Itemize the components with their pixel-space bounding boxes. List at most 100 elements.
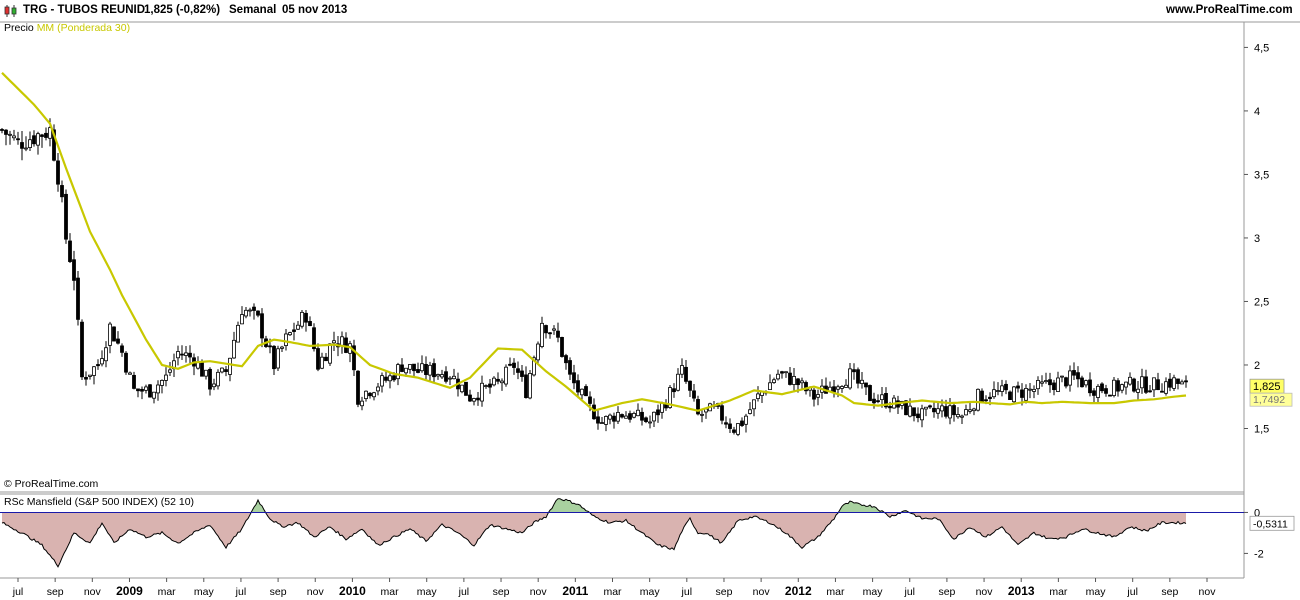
candle-body <box>132 374 136 389</box>
date-label: 05 nov 2013 <box>282 4 348 16</box>
candle-body <box>60 185 64 198</box>
candle-body <box>1072 370 1076 376</box>
x-tick-label: jul <box>903 586 915 598</box>
candle-body <box>340 336 344 346</box>
candle-body <box>612 415 616 422</box>
candle-body <box>432 363 436 378</box>
price-legend: Precio MM (Ponderada 30) <box>4 22 130 34</box>
candle-body <box>996 390 1000 392</box>
candle-body <box>536 343 540 361</box>
candle-body <box>136 388 140 392</box>
candle-body <box>648 421 652 424</box>
candle-body <box>388 375 392 382</box>
candle-body <box>332 340 336 344</box>
candle-body <box>768 382 772 391</box>
candle-body <box>944 406 948 417</box>
candle-body <box>816 394 820 398</box>
candle-body <box>108 323 112 346</box>
candle-body <box>440 374 444 378</box>
candle-body <box>128 372 132 375</box>
candle-body <box>1104 388 1108 394</box>
candle-body <box>380 375 384 387</box>
candle-body <box>1112 379 1116 396</box>
site-link[interactable]: www.ProRealTime.com <box>1166 4 1293 16</box>
candle-body <box>272 345 276 370</box>
candle-body <box>692 390 696 399</box>
candle-body <box>1028 388 1032 391</box>
candle-body <box>928 405 932 408</box>
candle-body <box>288 332 292 336</box>
price-change: 1,825 (-0,82%) <box>144 4 221 16</box>
x-tick-label: mar <box>1049 586 1068 598</box>
x-tick-label: 2011 <box>562 584 588 598</box>
candle-body <box>1108 394 1112 397</box>
y-tick-label: 4,5 <box>1254 42 1269 54</box>
candle-body <box>1032 388 1036 392</box>
candle-body <box>984 399 988 402</box>
rsc-line <box>1 498 1187 568</box>
candle-body <box>732 429 736 433</box>
candle-body <box>904 400 908 416</box>
candle-body <box>508 363 512 366</box>
candle-body <box>284 333 288 346</box>
y-tick-label: 2 <box>1254 360 1260 372</box>
x-tick-label: jul <box>12 586 24 598</box>
candle-body <box>700 413 704 416</box>
candle-body <box>1088 379 1092 394</box>
candle-body <box>880 394 884 401</box>
candle-body <box>104 347 108 362</box>
candle-body <box>4 129 8 135</box>
candle-body <box>32 135 36 145</box>
candle-body <box>1172 377 1176 389</box>
candle-body <box>412 363 416 372</box>
candle-body <box>1092 390 1096 396</box>
candle-body <box>116 338 120 344</box>
x-tick-label: 2009 <box>116 584 143 598</box>
candle-body <box>1064 377 1068 387</box>
candle-body <box>1184 380 1188 383</box>
candle-body <box>96 364 100 367</box>
ma-value-label: 1,7492 <box>1253 394 1285 406</box>
candle-body <box>572 372 576 384</box>
candle-body <box>500 380 504 384</box>
candle-body <box>180 353 184 356</box>
candle-body <box>236 324 240 343</box>
candle-body <box>812 389 816 400</box>
candle-body <box>584 386 588 397</box>
x-tick-label: 2013 <box>1008 584 1035 598</box>
candle-body <box>28 139 32 148</box>
candle-body <box>88 374 92 377</box>
candle-body <box>152 391 156 399</box>
candle-body <box>672 388 676 393</box>
candle-body <box>400 364 404 372</box>
x-tick-label: nov <box>1199 586 1217 598</box>
candle-body <box>552 328 556 331</box>
rsc-negative-area <box>2 512 1186 567</box>
candle-body <box>1164 381 1168 394</box>
candle-body <box>244 309 248 317</box>
candle-body <box>204 369 208 377</box>
candle-body <box>144 386 148 391</box>
candle-body <box>540 322 544 347</box>
x-tick-label: may <box>863 586 884 598</box>
candle-body <box>100 358 104 365</box>
candle-body <box>752 399 756 410</box>
candle-body <box>496 378 500 382</box>
candle-body <box>124 352 128 373</box>
candle-body <box>632 412 636 418</box>
candle-body <box>568 360 572 375</box>
candle-body <box>224 369 228 372</box>
candle-body <box>212 383 216 388</box>
chart-header: TRG - TUBOS REUNID 1,825 (-0,82%) Semana… <box>0 0 1300 22</box>
candle-body <box>840 386 844 389</box>
candle-body <box>660 402 664 413</box>
candle-body <box>836 386 840 390</box>
candle-body <box>564 355 568 364</box>
x-tick-label: mar <box>826 586 845 598</box>
candle-body <box>148 384 152 398</box>
candle-body <box>292 329 296 332</box>
candle-body <box>992 389 996 398</box>
candle-body <box>364 390 368 400</box>
price-legend-label: Precio <box>4 22 34 34</box>
candle-body <box>592 404 596 420</box>
